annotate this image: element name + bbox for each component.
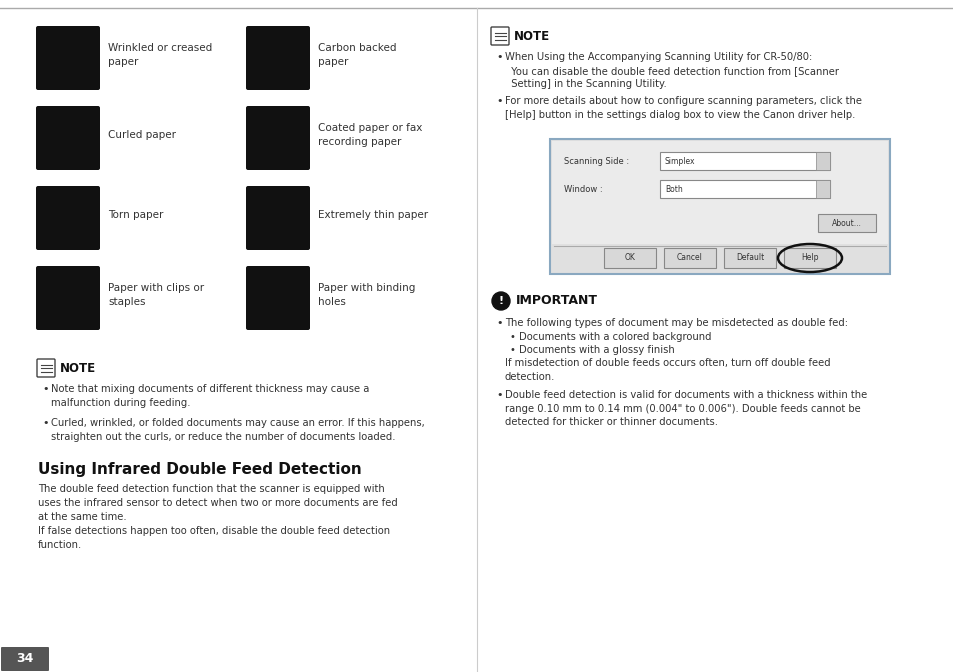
Text: •: • xyxy=(496,52,502,62)
Text: •: • xyxy=(42,418,49,428)
Text: The double feed detection function that the scanner is equipped with
uses the in: The double feed detection function that … xyxy=(38,484,397,550)
Text: Simplex: Simplex xyxy=(664,157,695,165)
Text: ▼: ▼ xyxy=(820,187,824,192)
Text: Extremely thin paper: Extremely thin paper xyxy=(317,210,428,220)
Text: •: • xyxy=(496,390,502,400)
FancyBboxPatch shape xyxy=(723,248,775,268)
Text: Cancel: Cancel xyxy=(677,253,702,263)
FancyBboxPatch shape xyxy=(36,106,100,170)
Text: Using Infrared Double Feed Detection: Using Infrared Double Feed Detection xyxy=(38,462,361,477)
Text: Paper with clips or
staples: Paper with clips or staples xyxy=(108,284,204,306)
Text: Documents with a glossy finish: Documents with a glossy finish xyxy=(518,345,674,355)
Text: •: • xyxy=(496,96,502,106)
FancyBboxPatch shape xyxy=(659,152,829,170)
FancyBboxPatch shape xyxy=(815,180,829,198)
Text: Both: Both xyxy=(664,185,682,194)
Circle shape xyxy=(492,292,510,310)
Text: Documents with a colored background: Documents with a colored background xyxy=(518,332,711,342)
Text: Wrinkled or creased
paper: Wrinkled or creased paper xyxy=(108,44,212,67)
FancyBboxPatch shape xyxy=(37,359,55,377)
Text: The following types of document may be misdetected as double fed:: The following types of document may be m… xyxy=(504,318,847,328)
FancyBboxPatch shape xyxy=(246,266,310,330)
Text: If misdetection of double feeds occurs often, turn off double feed
detection.: If misdetection of double feeds occurs o… xyxy=(504,358,830,382)
FancyBboxPatch shape xyxy=(550,139,889,274)
FancyBboxPatch shape xyxy=(491,27,509,45)
FancyBboxPatch shape xyxy=(783,248,835,268)
Text: •: • xyxy=(42,384,49,394)
Text: Window :: Window : xyxy=(563,185,602,194)
FancyBboxPatch shape xyxy=(659,180,829,198)
FancyBboxPatch shape xyxy=(663,248,716,268)
Text: !: ! xyxy=(497,296,503,306)
Text: ▼: ▼ xyxy=(820,159,824,163)
FancyBboxPatch shape xyxy=(36,266,100,330)
Text: 34: 34 xyxy=(16,653,33,665)
FancyBboxPatch shape xyxy=(36,26,100,90)
FancyBboxPatch shape xyxy=(246,106,310,170)
Text: •: • xyxy=(496,318,502,328)
Text: Curled paper: Curled paper xyxy=(108,130,175,140)
Text: NOTE: NOTE xyxy=(60,362,96,374)
Text: Scanning Side :: Scanning Side : xyxy=(563,157,628,165)
Text: Paper with binding
holes: Paper with binding holes xyxy=(317,284,415,306)
Text: Carbon backed
paper: Carbon backed paper xyxy=(317,44,396,67)
Text: OK: OK xyxy=(624,253,635,263)
Text: Coated paper or fax
recording paper: Coated paper or fax recording paper xyxy=(317,124,422,146)
FancyBboxPatch shape xyxy=(1,647,49,671)
Text: Note that mixing documents of different thickness may cause a
malfunction during: Note that mixing documents of different … xyxy=(51,384,369,408)
FancyBboxPatch shape xyxy=(36,186,100,250)
Text: Curled, wrinkled, or folded documents may cause an error. If this happens,
strai: Curled, wrinkled, or folded documents ma… xyxy=(51,418,424,442)
FancyBboxPatch shape xyxy=(246,26,310,90)
Text: When Using the Accompanying Scanning Utility for CR-50/80:
  You can disable the: When Using the Accompanying Scanning Uti… xyxy=(504,52,838,89)
FancyBboxPatch shape xyxy=(817,214,875,232)
Text: About...: About... xyxy=(831,218,861,228)
Text: •: • xyxy=(510,345,516,355)
Text: •: • xyxy=(510,332,516,342)
FancyBboxPatch shape xyxy=(552,141,887,244)
Text: Default: Default xyxy=(735,253,763,263)
FancyBboxPatch shape xyxy=(603,248,656,268)
FancyBboxPatch shape xyxy=(246,186,310,250)
Text: For more details about how to configure scanning parameters, click the
[Help] bu: For more details about how to configure … xyxy=(504,96,862,120)
Text: Double feed detection is valid for documents with a thickness within the
range 0: Double feed detection is valid for docum… xyxy=(504,390,866,427)
Text: NOTE: NOTE xyxy=(514,30,550,42)
FancyBboxPatch shape xyxy=(815,152,829,170)
Text: Help: Help xyxy=(801,253,818,263)
Text: Torn paper: Torn paper xyxy=(108,210,163,220)
Text: IMPORTANT: IMPORTANT xyxy=(516,294,598,308)
